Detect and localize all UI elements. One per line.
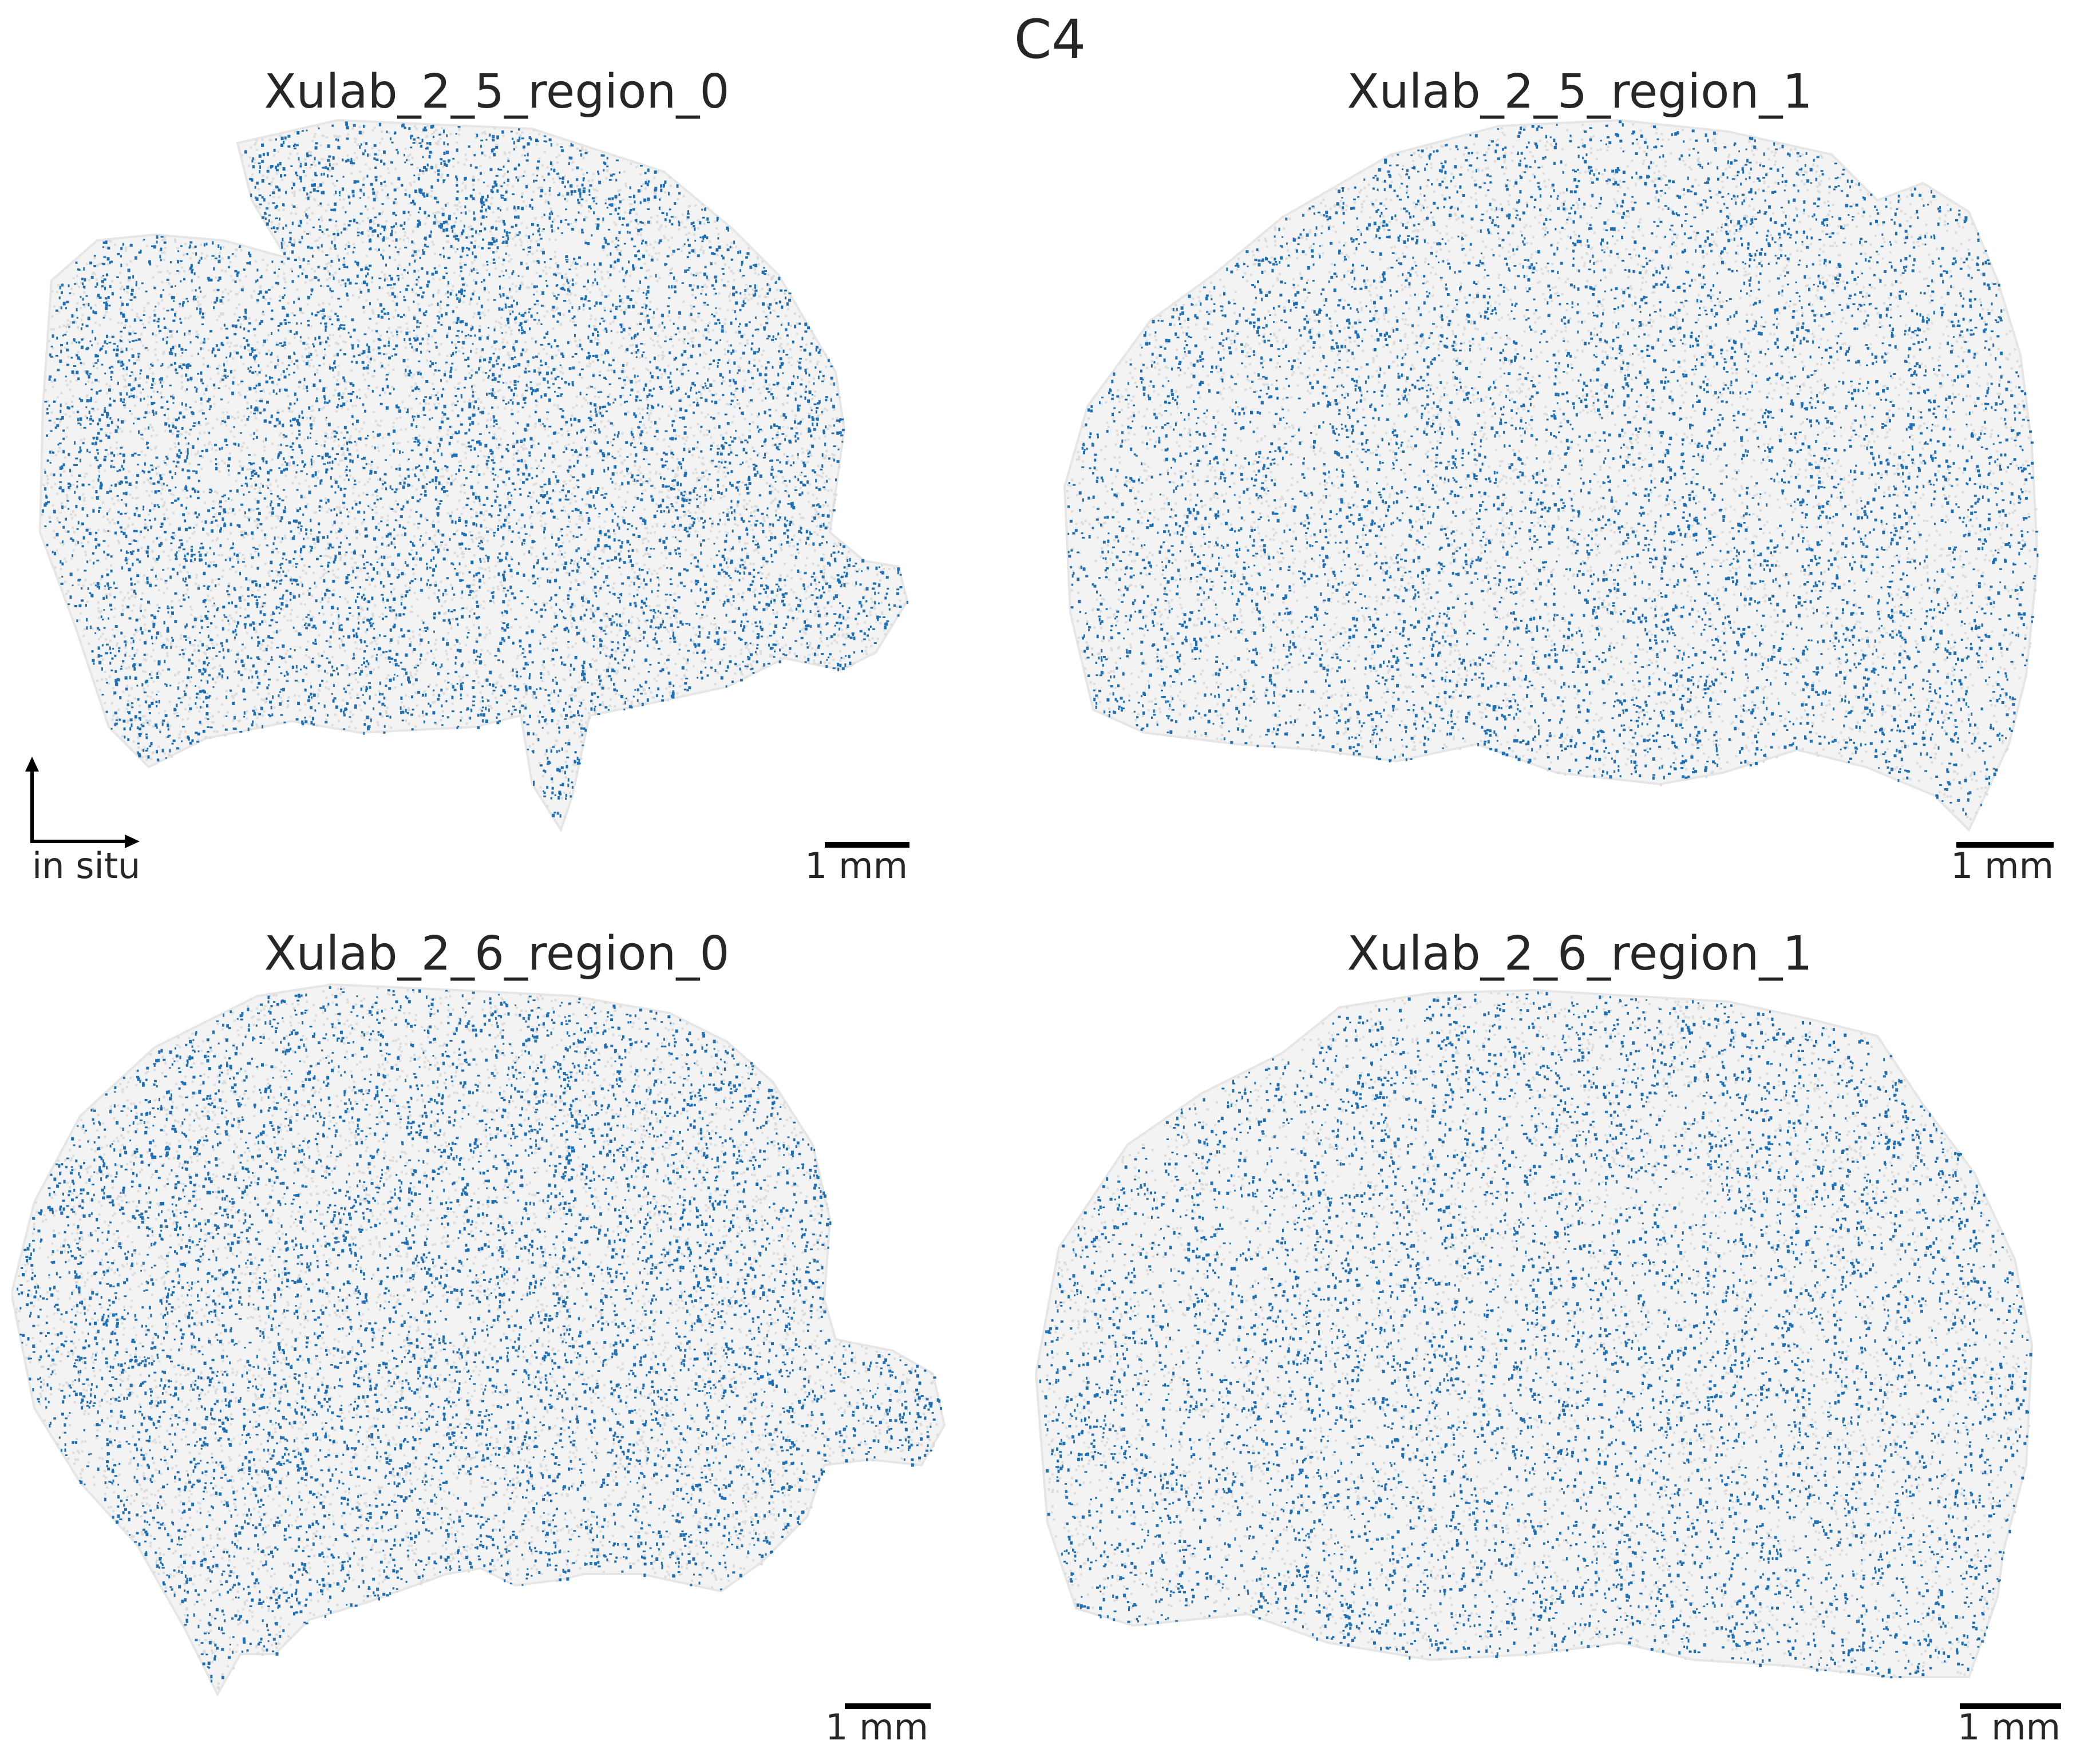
tissue-section-image (38, 118, 909, 833)
scale-bar-label: 1 mm (1957, 1706, 2061, 1748)
scale-bar (1956, 842, 2054, 848)
scale-bar-label: 1 mm (825, 1706, 928, 1748)
axis-arrows-icon (25, 757, 140, 848)
tissue-outline (1063, 118, 2039, 832)
scale-bar (1960, 1703, 2061, 1709)
axis-label: in situ (32, 845, 141, 887)
tissue-section-image (1034, 988, 2034, 1679)
scale-bar-label: 1 mm (805, 845, 908, 887)
scale-bar-label: 1 mm (1951, 845, 2054, 887)
panel-title: Xulab_2_6_region_0 (264, 927, 730, 981)
scale-bar (845, 1703, 931, 1709)
background-cells (1066, 122, 2038, 821)
tissue-outline (38, 118, 909, 833)
panel-title: Xulab_2_5_region_0 (264, 65, 730, 119)
tissue-section-image (11, 983, 946, 1697)
background-cells (41, 125, 906, 818)
panel-title: Xulab_2_6_region_1 (1347, 927, 1813, 981)
expressing-cells (41, 121, 908, 818)
tissue-section-image (1063, 118, 2039, 832)
scale-bar (825, 842, 909, 848)
panel-title: Xulab_2_5_region_1 (1347, 65, 1813, 119)
figure-title: C4 (1014, 9, 1086, 71)
